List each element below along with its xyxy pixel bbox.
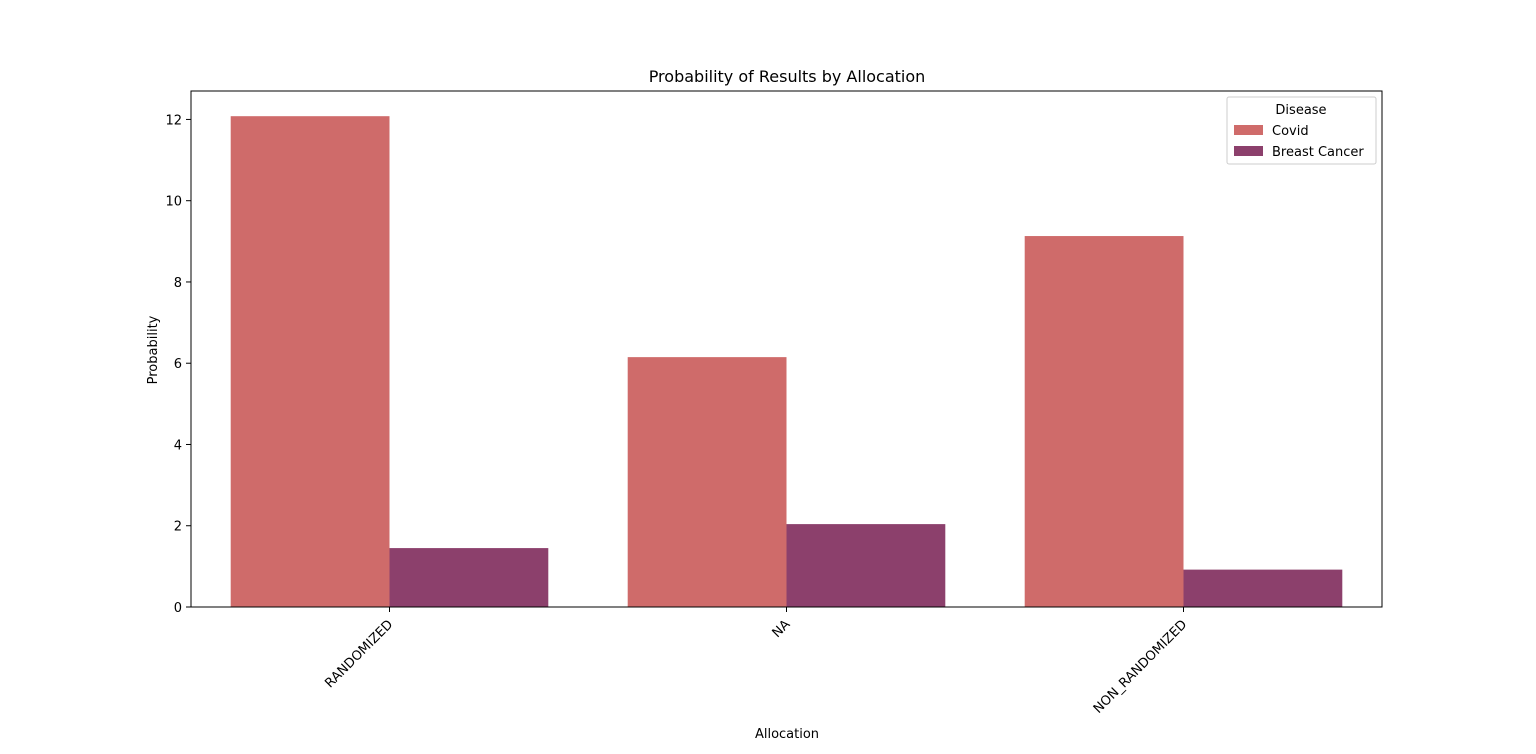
x-axis-label: Allocation	[755, 727, 819, 742]
legend-items: Covid Breast Cancer	[1234, 124, 1364, 160]
x-tick-label: RANDOMIZED	[322, 617, 396, 691]
bars-layer	[230, 116, 1343, 608]
y-tick-label: 10	[165, 195, 182, 210]
legend: Disease Covid Breast Cancer	[1226, 96, 1377, 165]
legend-label: Covid	[1272, 124, 1309, 139]
legend-frame	[1226, 96, 1377, 165]
y-tick-label: 6	[174, 357, 182, 372]
y-tick-label: 4	[174, 438, 182, 453]
x-tick-label: NON_RANDOMIZED	[1091, 617, 1191, 717]
bar-breast-cancer-randomized	[389, 548, 549, 607]
legend-swatch	[1234, 125, 1263, 135]
y-tick-label: 8	[174, 276, 182, 291]
bar-breast-cancer-na	[786, 524, 946, 607]
y-axis-label: Probability	[146, 315, 161, 384]
y-tick-label: 0	[174, 601, 182, 616]
y-axis: 0 2 4 6 8 10 12	[165, 113, 191, 616]
legend-label: Breast Cancer	[1272, 145, 1364, 160]
x-axis: RANDOMIZED NA NON_RANDOMIZED	[322, 607, 1190, 717]
bar-covid-na	[627, 357, 787, 607]
bar-covid-non-randomized	[1024, 236, 1184, 608]
y-tick-label: 12	[165, 113, 182, 128]
bar-breast-cancer-non-randomized	[1183, 569, 1343, 607]
chart-title: Probability of Results by Allocation	[649, 67, 926, 86]
legend-title: Disease	[1275, 103, 1326, 118]
y-tick-label: 2	[174, 520, 182, 535]
bar-covid-randomized	[230, 116, 390, 607]
x-tick-label: NA	[770, 617, 794, 641]
legend-swatch	[1234, 146, 1263, 156]
